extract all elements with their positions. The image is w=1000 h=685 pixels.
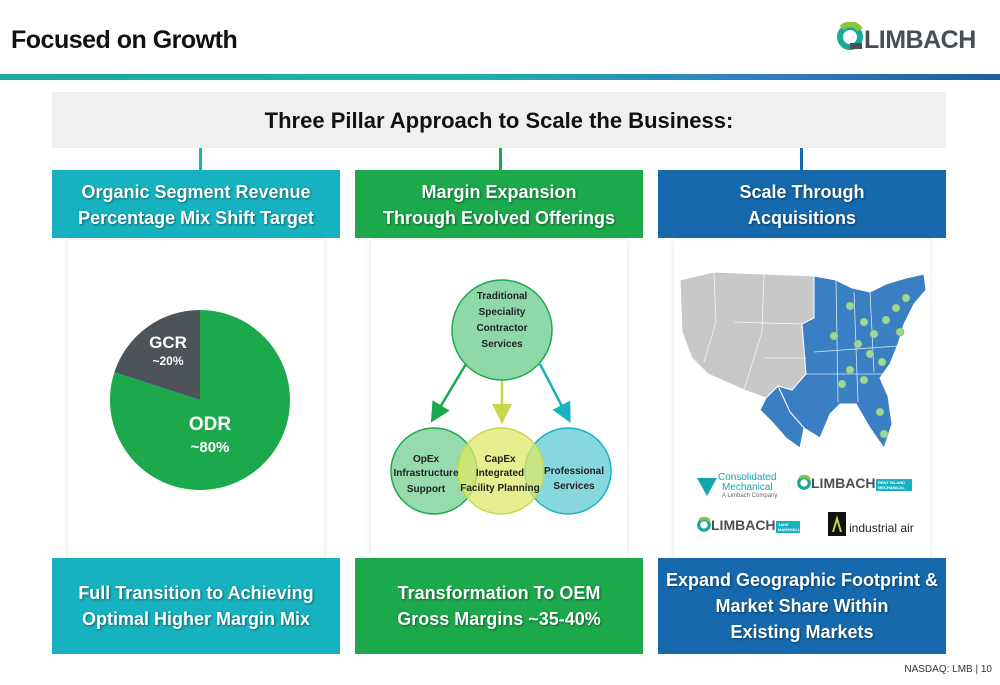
pie-label-odr-name: ODR — [189, 414, 232, 435]
consolidated-triangle-icon — [697, 478, 717, 496]
pie-label-odr-value: ~80% — [191, 439, 230, 456]
us-map-icon — [679, 271, 927, 450]
industrial-air-logo-icon — [828, 512, 846, 536]
brand-limbach-rent-name: LIMBACH — [811, 475, 876, 491]
brand-industrial-air: industrial air — [828, 512, 928, 538]
brand-limbach-rent-tag: RENT ISLAND MECHANICAL — [876, 479, 912, 491]
pillar-2-footer: Transformation To OEM Gross Margins ~35-… — [355, 558, 643, 654]
mix-pie-chart: GCR ~20% ODR ~80% — [110, 310, 290, 490]
header-divider — [0, 74, 1000, 80]
pillar-1-header: Organic Segment Revenue Percentage Mix S… — [52, 170, 340, 238]
connector-pillar-3 — [800, 148, 803, 170]
pillar-3-header-line2: Acquisitions — [747, 208, 856, 228]
brand-limbach-jake-marshall: LIMBACH JAKE MARSHALL — [696, 516, 806, 538]
banner: Three Pillar Approach to Scale the Busin… — [52, 92, 946, 148]
venn-right-line1: Professional — [544, 466, 604, 477]
brand-consolidated-tagline: A Limbach Company — [722, 493, 778, 499]
arrow-to-opex — [430, 363, 468, 423]
arrow-to-professional — [538, 363, 571, 423]
pillar-2-footer-line2: Gross Margins ~35-40% — [397, 609, 601, 629]
venn-middle-line1: CapEx — [484, 454, 516, 465]
venn-left-line1: OpEx — [413, 454, 440, 465]
limbach-logo: LIMBACH — [836, 22, 976, 56]
brand-limbach-rent-island: LIMBACH RENT ISLAND MECHANICAL — [796, 474, 916, 496]
venn-middle-line3: Facility Planning — [460, 483, 539, 494]
pillar-2-footer-line1: Transformation To OEM — [397, 583, 601, 603]
pillar-3-footer-line1: Expand Geographic Footprint & — [665, 570, 938, 590]
pillar-3-footer-line3: Existing Markets — [730, 622, 874, 642]
banner-title: Three Pillar Approach to Scale the Busin… — [264, 108, 734, 133]
pillar-2-header-line1: Margin Expansion — [421, 182, 577, 202]
map-texas — [759, 385, 805, 449]
pillar-1-footer-line2: Optimal Higher Margin Mix — [81, 609, 310, 629]
connector-pillar-1 — [199, 148, 202, 170]
venn-top-line2: Speciality — [479, 307, 526, 318]
pillar-2-header: Margin Expansion Through Evolved Offerin… — [355, 170, 643, 238]
pillar-2-header-line2: Through Evolved Offerings — [382, 208, 615, 228]
pillar-1-header-line2: Percentage Mix Shift Target — [78, 208, 314, 228]
venn-middle-line2: Integrated — [476, 468, 524, 479]
page-title: Focused on Growth — [11, 26, 238, 54]
pie-label-gcr-name: GCR — [149, 333, 187, 352]
limbach-q-logo-icon — [837, 22, 863, 50]
brand-consolidated-name: Consolidated — [718, 472, 777, 483]
pie-slice-gcr — [114, 310, 200, 400]
limbach-q-logo-icon — [697, 517, 711, 532]
pie-label-gcr-value: ~20% — [152, 354, 183, 368]
venn-right-line2: Services — [553, 481, 595, 492]
pillar-3-header-line1: Scale Through — [739, 182, 865, 202]
brand-consolidated-mechanical: Consolidated Mechanical A Limbach Compan… — [696, 472, 786, 502]
pillar-1-header-line1: Organic Segment Revenue — [81, 182, 311, 202]
logo-text: LIMBACH — [864, 26, 976, 54]
venn-top-line1: Traditional — [477, 291, 528, 302]
brand-limbach-jake-name: LIMBACH — [711, 517, 776, 533]
brand-limbach-jake-tag: JAKE MARSHALL — [776, 521, 801, 533]
connector-pillar-2 — [499, 148, 502, 170]
pillar-3-footer: Expand Geographic Footprint & Market Sha… — [658, 558, 946, 654]
venn-top-line4: Services — [481, 339, 523, 350]
footer-page-number: NASDAQ: LMB | 10 — [904, 664, 992, 675]
brand-consolidated-name2: Mechanical — [722, 482, 773, 493]
venn-left-line2: Infrastructure — [393, 468, 458, 479]
pillar-3-header: Scale Through Acquisitions — [658, 170, 946, 238]
pillar-1-footer: Full Transition to Achieving Optimal Hig… — [52, 558, 340, 654]
venn-middle-circle — [457, 427, 545, 515]
limbach-q-logo-icon — [797, 475, 811, 490]
venn-top-circle — [451, 279, 553, 381]
offerings-venn-diagram: Traditional Speciality Contractor Servic… — [390, 279, 612, 515]
venn-top-line3: Contractor — [476, 323, 527, 334]
pillar-3-footer-line2: Market Share Within — [715, 596, 889, 616]
brand-industrial-air-name: industrial air — [849, 521, 914, 535]
pillar-1-footer-line1: Full Transition to Achieving — [78, 583, 314, 603]
venn-left-line3: Support — [407, 484, 446, 495]
